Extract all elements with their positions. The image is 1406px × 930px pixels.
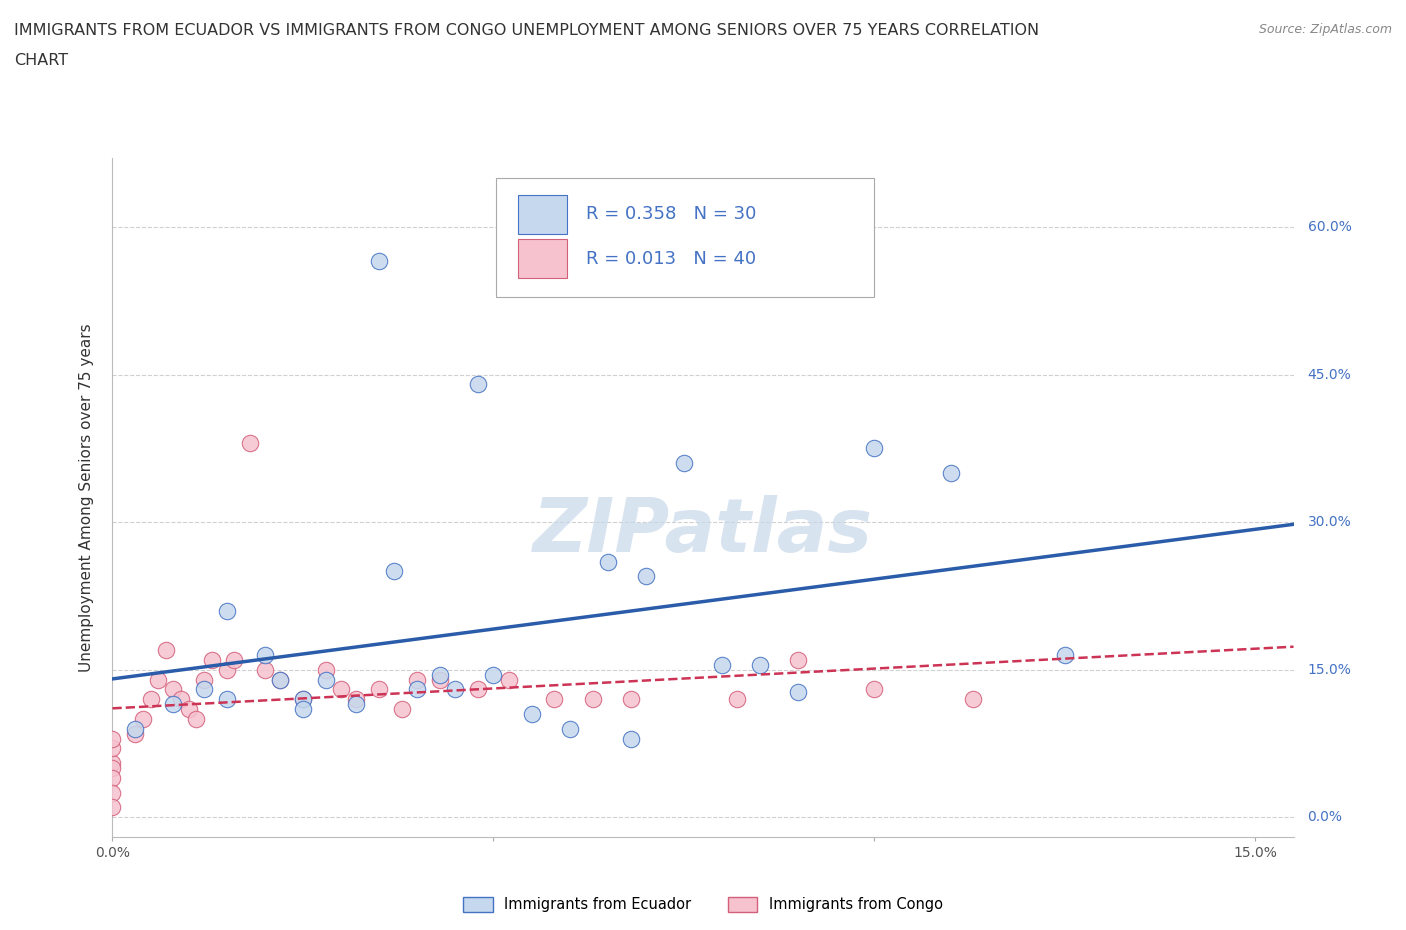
Point xyxy=(391,701,413,716)
Point xyxy=(620,731,643,746)
Point xyxy=(291,692,314,707)
Point xyxy=(253,647,276,662)
Point xyxy=(581,692,603,707)
Point xyxy=(291,701,314,716)
Text: 60.0%: 60.0% xyxy=(1308,220,1351,234)
FancyBboxPatch shape xyxy=(496,179,875,298)
Point xyxy=(148,672,170,687)
Point xyxy=(467,377,489,392)
Text: ZIPatlas: ZIPatlas xyxy=(533,495,873,568)
FancyBboxPatch shape xyxy=(517,194,567,234)
Point xyxy=(253,662,276,677)
Point xyxy=(193,672,215,687)
Point xyxy=(787,653,810,668)
Point xyxy=(711,658,734,672)
Point xyxy=(215,662,238,677)
Point xyxy=(498,672,520,687)
Point xyxy=(193,682,215,697)
FancyBboxPatch shape xyxy=(517,239,567,278)
Text: R = 0.358   N = 30: R = 0.358 N = 30 xyxy=(586,206,756,223)
Point xyxy=(429,667,451,682)
Point xyxy=(101,785,124,800)
Point xyxy=(634,569,657,584)
Point xyxy=(406,682,429,697)
Y-axis label: Unemployment Among Seniors over 75 years: Unemployment Among Seniors over 75 years xyxy=(79,324,94,671)
Point xyxy=(467,682,489,697)
Point xyxy=(315,662,337,677)
Point xyxy=(962,692,984,707)
Point xyxy=(315,672,337,687)
Point xyxy=(939,466,962,481)
Point xyxy=(162,697,184,711)
Point xyxy=(269,672,291,687)
Text: IMMIGRANTS FROM ECUADOR VS IMMIGRANTS FROM CONGO UNEMPLOYMENT AMONG SENIORS OVER: IMMIGRANTS FROM ECUADOR VS IMMIGRANTS FR… xyxy=(14,23,1039,38)
Point xyxy=(124,722,146,737)
Point xyxy=(139,692,162,707)
Point xyxy=(215,604,238,618)
Point xyxy=(239,436,262,451)
Point xyxy=(620,692,643,707)
Point xyxy=(1053,647,1076,662)
Point xyxy=(368,254,391,269)
Point xyxy=(749,658,772,672)
Point xyxy=(162,682,184,697)
Point xyxy=(170,692,193,707)
Point xyxy=(482,667,505,682)
Point xyxy=(101,741,124,756)
Point xyxy=(543,692,565,707)
Point xyxy=(101,756,124,771)
Point xyxy=(224,653,246,668)
Point xyxy=(186,711,208,726)
Text: R = 0.013   N = 40: R = 0.013 N = 40 xyxy=(586,249,756,268)
Point xyxy=(177,701,200,716)
Text: 45.0%: 45.0% xyxy=(1308,367,1351,381)
Point xyxy=(384,564,406,578)
Text: 15.0%: 15.0% xyxy=(1308,663,1351,677)
Point xyxy=(406,672,429,687)
Point xyxy=(672,456,695,471)
Point xyxy=(863,441,886,456)
Point xyxy=(291,692,314,707)
Point xyxy=(558,722,581,737)
Point xyxy=(787,684,810,699)
Point xyxy=(429,672,451,687)
Point xyxy=(596,554,619,569)
Point xyxy=(269,672,291,687)
Point xyxy=(344,692,367,707)
Point xyxy=(330,682,353,697)
Point xyxy=(215,692,238,707)
Point xyxy=(200,653,222,668)
Text: CHART: CHART xyxy=(14,53,67,68)
Point xyxy=(132,711,155,726)
Legend: Immigrants from Ecuador, Immigrants from Congo: Immigrants from Ecuador, Immigrants from… xyxy=(457,891,949,918)
Text: Source: ZipAtlas.com: Source: ZipAtlas.com xyxy=(1258,23,1392,36)
Point xyxy=(368,682,391,697)
Point xyxy=(344,697,367,711)
Point xyxy=(444,682,467,697)
Point xyxy=(124,726,146,741)
Point xyxy=(101,731,124,746)
Point xyxy=(101,771,124,786)
Point xyxy=(863,682,886,697)
Point xyxy=(725,692,748,707)
Point xyxy=(520,707,543,722)
Point xyxy=(155,643,177,658)
Text: 30.0%: 30.0% xyxy=(1308,515,1351,529)
Point xyxy=(101,800,124,815)
Point xyxy=(101,761,124,776)
Text: 0.0%: 0.0% xyxy=(1308,810,1343,824)
